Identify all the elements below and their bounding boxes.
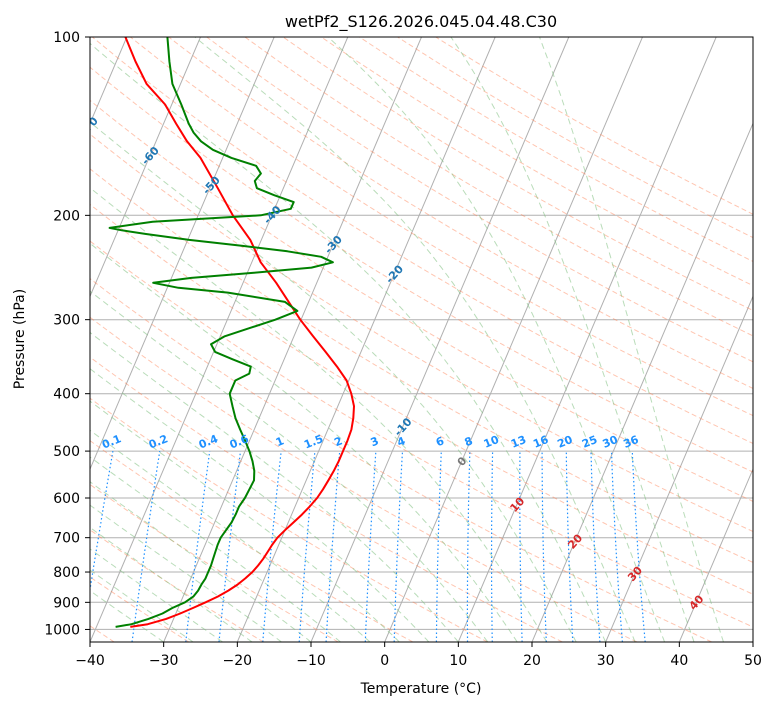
x-axis: −40 −30 −20 −10 0 10 20 30 40 50	[75, 642, 762, 669]
mixing-ratio-label: 36	[621, 433, 640, 451]
dry-adiabat-line	[282, 37, 753, 312]
dry-adiabat-line	[90, 440, 414, 642]
moist-adiabat-line	[90, 569, 194, 642]
moist-adiabat-lines	[90, 37, 724, 642]
x-tick-label: 50	[744, 653, 762, 669]
moist-adiabat-line	[327, 37, 666, 642]
dry-adiabat-line	[206, 37, 753, 363]
moist-adiabat-line	[90, 456, 341, 642]
x-tick-label: 20	[523, 653, 541, 669]
isotherm-line	[605, 295, 753, 642]
isotherm-line	[531, 122, 753, 642]
dry-adiabat-line	[90, 133, 753, 533]
moist-adiabat-line	[450, 37, 695, 642]
y-tick-label: 700	[53, 531, 80, 547]
moist-adiabat-line	[194, 37, 636, 642]
dry-adiabat-line	[90, 356, 563, 642]
x-tick-label: −10	[296, 653, 326, 669]
mixing-ratio-label: 8	[463, 434, 475, 449]
mixing-ratio-label: 2	[332, 434, 344, 449]
dry-adiabat-line	[90, 203, 753, 595]
dry-adiabat-line	[90, 99, 753, 502]
moist-adiabat-line	[90, 121, 577, 642]
mixing-ratio-line	[90, 450, 114, 594]
mixing-ratio-label: 3	[369, 434, 381, 449]
isotherm-line	[678, 467, 753, 642]
y-tick-label: 300	[53, 313, 80, 329]
isotherm-line	[457, 37, 717, 642]
dry-adiabat-line	[90, 397, 488, 642]
isotherm-line	[236, 37, 496, 642]
y-tick-label: 900	[53, 595, 80, 611]
mixing-ratio-label: 10	[482, 433, 501, 451]
moist-adiabat-line	[90, 290, 489, 642]
isotherm-line	[163, 37, 422, 642]
mixing-ratio-label: 25	[580, 433, 599, 451]
x-tick-label: 10	[449, 653, 467, 669]
y-tick-label: 500	[53, 444, 80, 460]
moist-adiabat-line	[90, 429, 371, 642]
profile-series	[108, 37, 355, 628]
x-tick-label: −30	[149, 653, 179, 669]
y-tick-label: 200	[53, 208, 80, 224]
x-tick-label: 0	[380, 653, 389, 669]
dewpoint-profile-line	[108, 37, 334, 628]
mixing-ratio-line	[631, 451, 646, 642]
moist-adiabat-line	[90, 400, 400, 642]
moist-adiabat-line	[90, 242, 518, 642]
isotherm-line	[90, 37, 201, 298]
mixing-ratio-line	[185, 451, 211, 642]
dry-adiabat-line	[90, 240, 753, 628]
y-tick-label: 600	[53, 491, 80, 507]
mixing-ratio-label: 16	[531, 433, 550, 451]
mixing-ratio-line	[262, 451, 282, 642]
isotherm-line	[384, 37, 643, 642]
isobar-lines	[90, 37, 753, 630]
dry-adiabat-line	[90, 66, 753, 473]
mixing-ratio-label: 13	[509, 433, 528, 451]
x-tick-label: 30	[597, 653, 615, 669]
moist-adiabat-line	[90, 590, 164, 642]
plot-frame	[89, 36, 754, 643]
dry-adiabat-line	[90, 483, 339, 642]
mixing-ratio-label: 1	[274, 434, 286, 449]
moist-adiabat-line	[90, 526, 253, 642]
y-axis: 100 200 300 400 500 600 700 800 900 1000	[44, 30, 90, 638]
dry-adiabat-line	[90, 529, 264, 642]
dry-adiabat-label: -70	[78, 114, 101, 138]
dry-adiabat-line	[244, 37, 753, 337]
x-tick-label: −20	[223, 653, 253, 669]
mixing-ratio-lines	[90, 450, 646, 642]
y-tick-label: 100	[53, 30, 80, 46]
moist-adiabat-line	[90, 548, 223, 642]
moist-adiabat-line	[90, 331, 459, 642]
dry-adiabat-line	[90, 278, 712, 642]
moist-adiabat-line	[539, 37, 724, 642]
y-tick-label: 1000	[44, 622, 80, 638]
dry-adiabat-line	[90, 168, 753, 563]
isotherm-line	[90, 37, 275, 471]
y-axis-label: Pressure (hPa)	[12, 289, 28, 389]
temperature-profile-line	[124, 37, 355, 628]
mixing-ratio-label: 20	[555, 433, 574, 451]
isotherm-line	[310, 37, 570, 642]
x-tick-label: 40	[670, 653, 688, 669]
chart-title: wetPf2_S126.2026.045.04.48.C30	[285, 12, 557, 32]
dry-adiabat-line	[168, 37, 753, 389]
dry-adiabat-lines	[90, 37, 753, 642]
moist-adiabat-line	[90, 504, 282, 642]
mixing-ratio-line	[131, 451, 161, 642]
mixing-ratio-line	[298, 451, 316, 642]
moist-adiabat-line	[90, 481, 312, 642]
y-tick-label: 800	[53, 565, 80, 581]
x-axis-label: Temperature (°C)	[360, 681, 482, 697]
mixing-ratio-label: 30	[601, 433, 620, 451]
moist-adiabat-line	[90, 42, 607, 642]
y-tick-label: 400	[53, 387, 80, 403]
mixing-ratio-line	[218, 451, 242, 642]
x-tick-label: −40	[75, 653, 105, 669]
